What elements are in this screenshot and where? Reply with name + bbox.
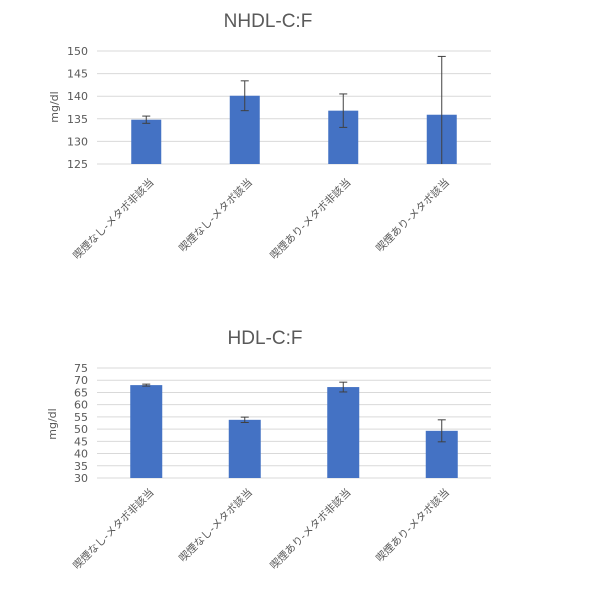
y-tick-label: 75: [74, 362, 88, 375]
y-tick-label: 45: [74, 435, 88, 448]
y-tick-label: 65: [74, 386, 88, 399]
chart-title: NHDL-C:F: [224, 11, 313, 32]
x-tick-label: 喫煙なし-メタボ非該当: [70, 176, 156, 262]
bar: [131, 119, 162, 164]
x-tick-label: 喫煙あり-メタボ非該当: [267, 486, 353, 572]
bar: [228, 419, 261, 478]
x-tick-label: 喫煙あり-メタボ該当: [373, 486, 452, 565]
y-tick-label: 135: [67, 113, 88, 126]
y-axis-label: mg/dl: [48, 91, 61, 122]
y-tick-label: 60: [74, 399, 88, 412]
y-tick-label: 40: [74, 448, 88, 461]
y-tick-label: 130: [67, 135, 88, 148]
chart-nhdl: NHDL-C:F mg/dl 125 130 135 140 145 150 喫煙なし-メタ…: [48, 11, 491, 262]
y-tick-label: 70: [74, 374, 88, 387]
x-tick-label: 喫煙なし-メタボ非該当: [70, 486, 156, 572]
chart-title: HDL-C:F: [228, 328, 303, 349]
y-tick-label: 30: [74, 472, 88, 485]
y-tick-label: 150: [67, 45, 88, 58]
x-tick-label: 喫煙なし-メタボ該当: [176, 176, 255, 255]
y-tick-label: 50: [74, 423, 88, 436]
bar: [130, 385, 163, 478]
x-tick-label: 喫煙なし-メタボ該当: [176, 486, 255, 565]
y-axis-label: mg/dl: [46, 408, 59, 439]
y-tick-label: 55: [74, 411, 88, 424]
y-tick-label: 145: [67, 68, 88, 81]
x-tick-label: 喫煙あり-メタボ非該当: [267, 176, 353, 262]
y-tick-label: 35: [74, 460, 88, 473]
y-tick-label: 125: [67, 158, 88, 171]
y-tick-label: 140: [67, 90, 88, 103]
x-tick-label: 喫煙あり-メタボ該当: [373, 176, 452, 255]
bar: [327, 387, 360, 478]
